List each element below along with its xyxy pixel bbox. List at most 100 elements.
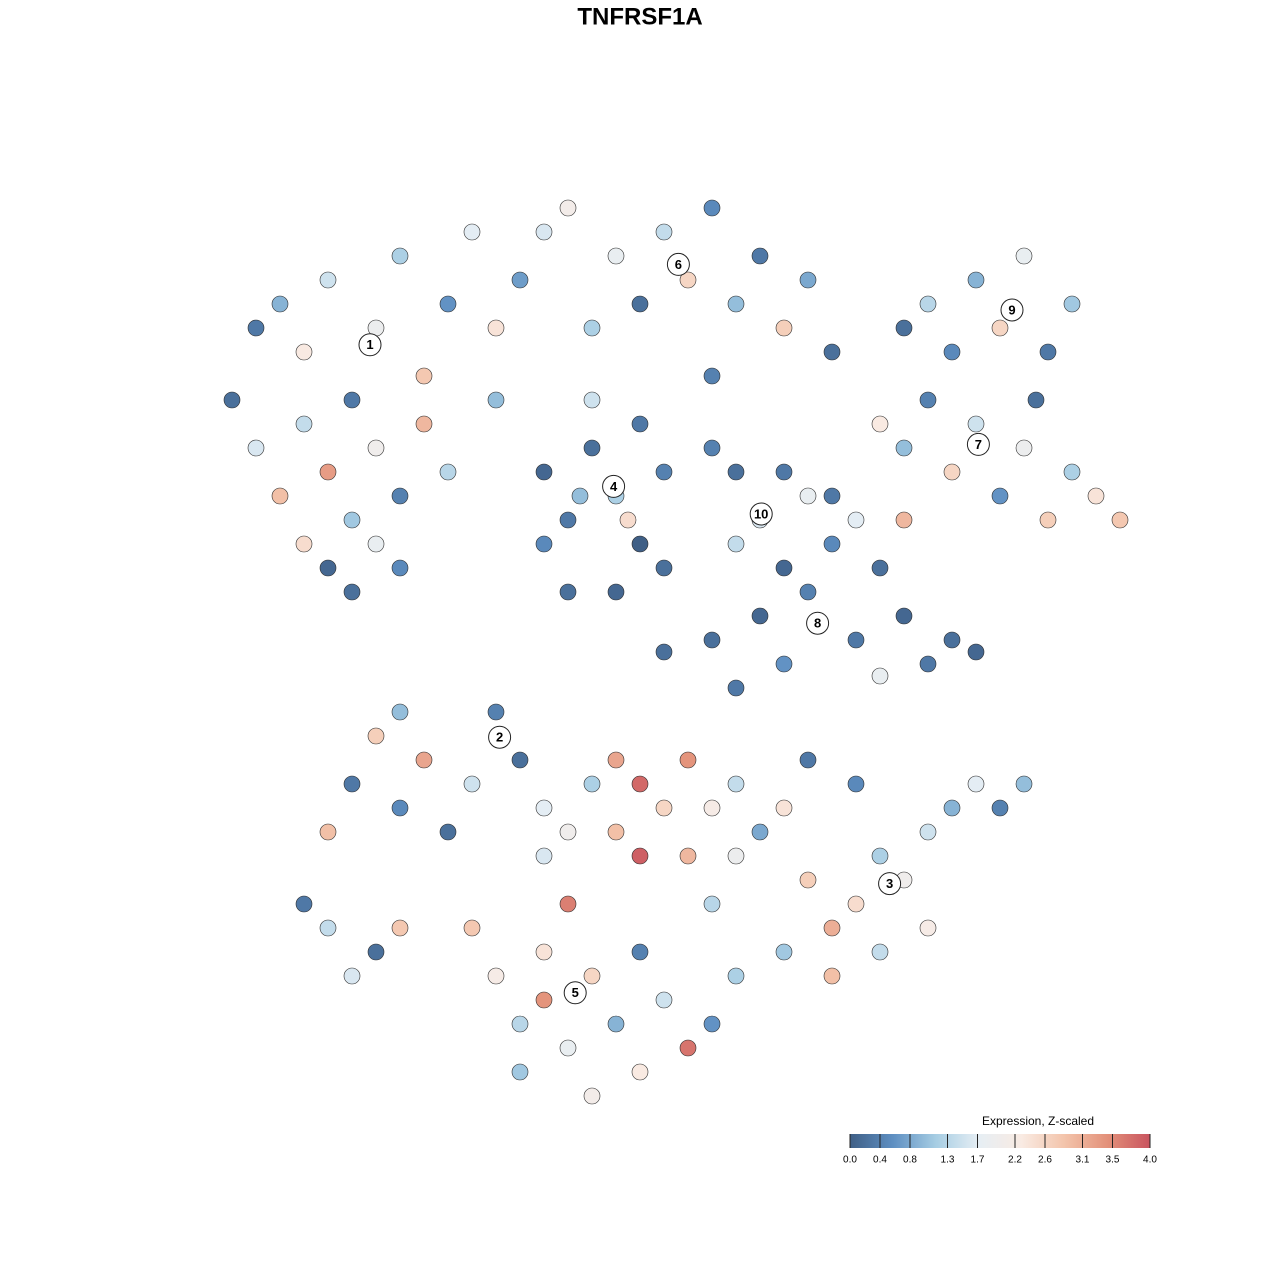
point — [1015, 775, 1033, 793]
point — [319, 559, 337, 577]
point — [415, 415, 433, 433]
point — [775, 319, 793, 337]
point — [895, 607, 913, 625]
cluster-badge — [358, 333, 382, 357]
point — [511, 271, 529, 289]
point — [631, 295, 649, 313]
point — [823, 535, 841, 553]
point — [1087, 487, 1105, 505]
cluster-badge — [563, 981, 587, 1005]
colorbar: Expression, Z-scaled 0.0 0.4 0.8 1.3 1.7 2.2 2… — [843, 1114, 1157, 1165]
point — [703, 631, 721, 649]
point — [751, 247, 769, 265]
point — [535, 799, 553, 817]
point — [583, 439, 601, 457]
point — [655, 559, 673, 577]
cluster-label: 2 — [496, 730, 503, 745]
point — [511, 751, 529, 769]
point — [991, 799, 1009, 817]
point — [367, 943, 385, 961]
cluster-badge — [1000, 298, 1024, 322]
point — [607, 1015, 625, 1033]
point — [583, 391, 601, 409]
point — [631, 943, 649, 961]
point — [871, 667, 889, 685]
point — [391, 919, 409, 937]
point — [703, 895, 721, 913]
cluster-label: 5 — [572, 985, 579, 1000]
point — [847, 895, 865, 913]
point — [1111, 511, 1129, 529]
point — [823, 487, 841, 505]
cluster-badge — [806, 611, 830, 635]
colorbar-tick-label: 3.5 — [1106, 1155, 1120, 1166]
point — [967, 271, 985, 289]
point — [799, 487, 817, 505]
point — [871, 847, 889, 865]
point — [583, 967, 601, 985]
point — [487, 391, 505, 409]
cluster-label: 8 — [814, 616, 821, 631]
point — [391, 487, 409, 505]
point — [535, 847, 553, 865]
point — [895, 511, 913, 529]
point — [619, 511, 637, 529]
point — [535, 943, 553, 961]
point — [319, 463, 337, 481]
point — [391, 703, 409, 721]
point — [727, 775, 745, 793]
cluster-label: 6 — [675, 257, 682, 272]
point — [751, 823, 769, 841]
point — [895, 439, 913, 457]
colorbar-tick-label: 1.7 — [971, 1155, 985, 1166]
point — [631, 847, 649, 865]
point — [727, 463, 745, 481]
point — [703, 799, 721, 817]
point — [655, 223, 673, 241]
point — [463, 223, 481, 241]
point — [799, 583, 817, 601]
point — [1039, 511, 1057, 529]
point — [655, 991, 673, 1009]
point — [847, 775, 865, 793]
point — [295, 343, 313, 361]
point — [847, 631, 865, 649]
point — [415, 367, 433, 385]
point — [295, 535, 313, 553]
point — [991, 319, 1009, 337]
point — [391, 559, 409, 577]
point — [247, 439, 265, 457]
point — [967, 643, 985, 661]
point — [1063, 463, 1081, 481]
points — [223, 199, 1129, 1105]
point — [391, 247, 409, 265]
point — [919, 919, 937, 937]
point — [655, 463, 673, 481]
colorbar-tick-label: 2.6 — [1038, 1155, 1052, 1166]
colorbar-tick-label: 0.8 — [903, 1155, 917, 1166]
point — [727, 535, 745, 553]
point — [1015, 439, 1033, 457]
point — [847, 511, 865, 529]
point — [943, 463, 961, 481]
point — [1039, 343, 1057, 361]
point — [1063, 295, 1081, 313]
colorbar-tick-label: 3.1 — [1076, 1155, 1090, 1166]
point — [631, 775, 649, 793]
point — [703, 1015, 721, 1033]
point — [295, 895, 313, 913]
point — [703, 439, 721, 457]
point — [535, 991, 553, 1009]
point — [631, 1063, 649, 1081]
point — [535, 535, 553, 553]
cluster-badge — [488, 725, 512, 749]
point — [463, 919, 481, 937]
point — [799, 871, 817, 889]
point — [655, 643, 673, 661]
point — [367, 439, 385, 457]
point — [703, 367, 721, 385]
colorbar-tick-label: 1.3 — [941, 1155, 955, 1166]
point — [439, 463, 457, 481]
point — [631, 415, 649, 433]
